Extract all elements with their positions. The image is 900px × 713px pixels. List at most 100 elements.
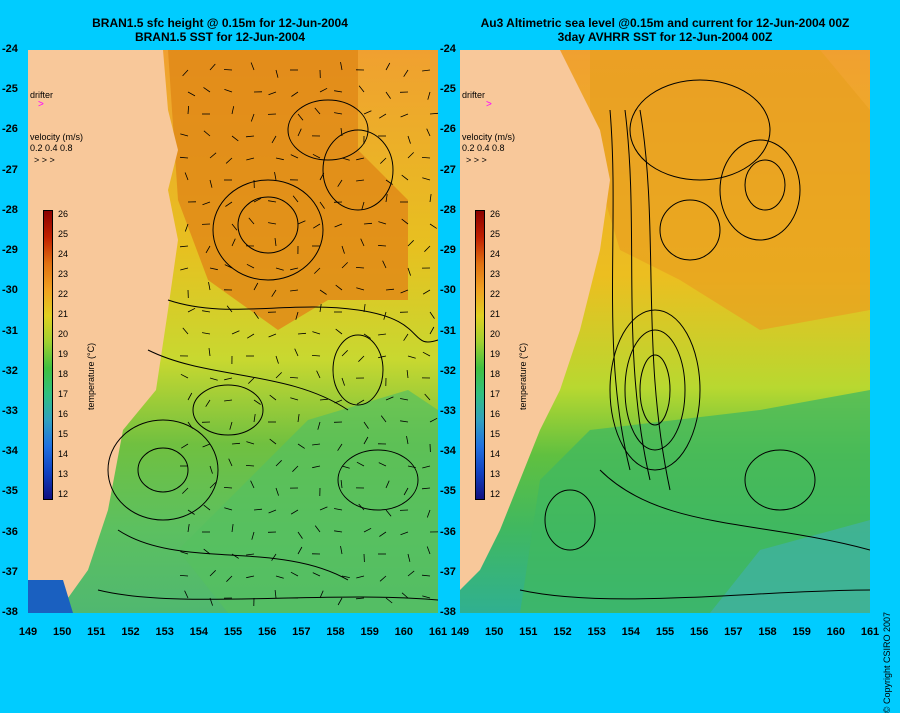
lon-tick-label: 159	[792, 626, 810, 638]
temperature-colorbar	[43, 210, 53, 500]
lat-tick-label: -32	[440, 365, 456, 377]
lat-tick-label: -29	[440, 244, 456, 256]
lat-tick-label: -24	[440, 43, 456, 55]
lon-tick-label: 160	[395, 626, 413, 638]
lat-tick-label: -26	[2, 123, 18, 135]
lon-tick-label: 161	[861, 626, 879, 638]
colorbar-tick-label: 16	[58, 409, 68, 419]
left-title-line2: BRAN1.5 SST for 12-Jun-2004	[70, 30, 370, 44]
colorbar-tick-label: 25	[58, 229, 68, 239]
colorbar-tick-label: 14	[490, 449, 500, 459]
lat-tick-label: -37	[440, 566, 456, 578]
colorbar-tick-label: 13	[490, 469, 500, 479]
lon-tick-label: 157	[292, 626, 310, 638]
colorbar-tick-label: 13	[58, 469, 68, 479]
right-map-panel: drifter > velocity (m/s) 0.2 0.4 0.8 > >…	[460, 50, 870, 613]
lon-tick-label: 156	[690, 626, 708, 638]
lon-tick-label: 149	[19, 626, 37, 638]
colorbar-tick-label: 26	[490, 209, 500, 219]
lat-tick-label: -34	[2, 445, 18, 457]
lat-tick-label: -34	[440, 445, 456, 457]
lat-tick-label: -30	[440, 284, 456, 296]
velocity-scale-arrows: > > >	[466, 155, 487, 165]
colorbar-tick-label: 19	[490, 349, 500, 359]
colorbar-tick-label: 18	[58, 369, 68, 379]
lat-tick-label: -26	[440, 123, 456, 135]
lon-tick-label: 151	[519, 626, 537, 638]
lat-tick-label: -30	[2, 284, 18, 296]
colorbar-tick-label: 17	[58, 389, 68, 399]
lat-tick-label: -25	[440, 83, 456, 95]
lat-tick-label: -35	[2, 485, 18, 497]
lat-tick-label: -28	[440, 204, 456, 216]
lat-tick-label: -36	[440, 526, 456, 538]
left-map-panel: drifter > velocity (m/s) 0.2 0.4 0.8 > >…	[28, 50, 438, 613]
lon-tick-label: 154	[622, 626, 640, 638]
lat-tick-label: -33	[440, 405, 456, 417]
lat-tick-label: -27	[2, 164, 18, 176]
colorbar-title: temperature (°C)	[518, 343, 528, 410]
lat-tick-label: -38	[440, 606, 456, 618]
lat-tick-label: -33	[2, 405, 18, 417]
colorbar-tick-label: 20	[490, 329, 500, 339]
lat-tick-label: -37	[2, 566, 18, 578]
left-title-line1: BRAN1.5 sfc height @ 0.15m for 12-Jun-20…	[70, 16, 370, 30]
colorbar-tick-label: 18	[490, 369, 500, 379]
velocity-label: velocity (m/s)	[30, 132, 83, 142]
colorbar-tick-label: 17	[490, 389, 500, 399]
lon-tick-label: 151	[87, 626, 105, 638]
right-title: Au3 Altimetric sea level @0.15m and curr…	[460, 16, 870, 44]
lon-tick-label: 161	[429, 626, 447, 638]
lat-tick-label: -31	[440, 325, 456, 337]
colorbar-tick-label: 20	[58, 329, 68, 339]
right-title-line2: 3day AVHRR SST for 12-Jun-2004 00Z	[460, 30, 870, 44]
velocity-scale-values: 0.2 0.4 0.8	[30, 143, 73, 153]
colorbar-tick-label: 25	[490, 229, 500, 239]
colorbar-tick-label: 23	[58, 269, 68, 279]
colorbar-tick-label: 15	[490, 429, 500, 439]
right-title-line1: Au3 Altimetric sea level @0.15m and curr…	[460, 16, 870, 30]
current-arrow	[224, 70, 232, 71]
lon-tick-label: 156	[258, 626, 276, 638]
lon-tick-label: 150	[53, 626, 71, 638]
copyright-notice: © Copyright CSIRO 2007	[882, 612, 892, 713]
lat-tick-label: -27	[440, 164, 456, 176]
lon-tick-label: 149	[451, 626, 469, 638]
colorbar-tick-label: 26	[58, 209, 68, 219]
lon-tick-label: 152	[121, 626, 139, 638]
lat-tick-label: -29	[2, 244, 18, 256]
colorbar-tick-label: 22	[490, 289, 500, 299]
colorbar-tick-label: 22	[58, 289, 68, 299]
colorbar-tick-label: 24	[490, 249, 500, 259]
lat-tick-label: -25	[2, 83, 18, 95]
velocity-label: velocity (m/s)	[462, 132, 515, 142]
drifter-marker-icon: >	[486, 99, 492, 110]
lat-tick-label: -38	[2, 606, 18, 618]
velocity-scale-arrows: > > >	[34, 155, 55, 165]
velocity-scale-values: 0.2 0.4 0.8	[462, 143, 505, 153]
lat-tick-label: -36	[2, 526, 18, 538]
temperature-colorbar	[475, 210, 485, 500]
colorbar-tick-label: 23	[490, 269, 500, 279]
lon-tick-label: 158	[326, 626, 344, 638]
colorbar-tick-label: 19	[58, 349, 68, 359]
lon-tick-label: 154	[190, 626, 208, 638]
colorbar-tick-label: 15	[58, 429, 68, 439]
colorbar-tick-label: 21	[490, 309, 500, 319]
lon-tick-label: 160	[827, 626, 845, 638]
lat-tick-label: -31	[2, 325, 18, 337]
lon-tick-label: 152	[553, 626, 571, 638]
lat-tick-label: -24	[2, 43, 18, 55]
lat-tick-label: -32	[2, 365, 18, 377]
lon-tick-label: 159	[360, 626, 378, 638]
colorbar-tick-label: 12	[490, 489, 500, 499]
colorbar-tick-label: 12	[58, 489, 68, 499]
lon-tick-label: 155	[656, 626, 674, 638]
colorbar-tick-label: 16	[490, 409, 500, 419]
lon-tick-label: 153	[155, 626, 173, 638]
lat-tick-label: -35	[440, 485, 456, 497]
lon-tick-label: 153	[587, 626, 605, 638]
colorbar-tick-label: 14	[58, 449, 68, 459]
drifter-marker-icon: >	[38, 99, 44, 110]
lon-tick-label: 155	[224, 626, 242, 638]
